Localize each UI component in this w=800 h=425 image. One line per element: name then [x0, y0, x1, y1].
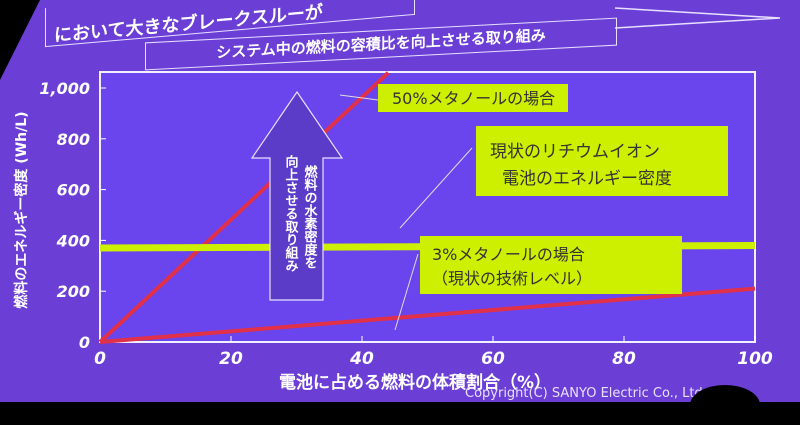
x-axis-label: 電池に占める燃料の体積割合（%） [279, 372, 551, 393]
callout-text: 3%メタノールの場合 [432, 245, 585, 264]
y-tick-label: 1,000 [39, 79, 90, 98]
audience-head [690, 385, 760, 402]
y-tick-label: 800 [57, 130, 90, 149]
banner-arrow-head [614, 7, 781, 29]
callout-text: 50%メタノールの場合 [392, 89, 555, 108]
vertical-arrow-text-1: 燃料の水素密度を [302, 164, 319, 269]
callout-line [399, 147, 473, 229]
callout-50-methanol [378, 84, 568, 112]
x-tick-label: 40 [349, 349, 374, 369]
x-tick-label: 0 [94, 349, 106, 369]
y-tick-label: 0 [79, 333, 90, 352]
callout-text: 現状のリチウムイオン [490, 142, 660, 162]
x-tick-label: 60 [481, 349, 505, 369]
vertical-arrow-text-2: 向上させる取り組み [283, 154, 299, 272]
y-tick-label: 200 [57, 282, 90, 301]
y-axis-label: 燃料のエネルギー密度 (Wh/L) [13, 111, 30, 308]
callout-3-methanol [420, 236, 682, 294]
callout-line [394, 253, 419, 331]
callout-text: 電池のエネルギー密度 [502, 169, 672, 189]
callout-line [339, 94, 379, 101]
series-line-0 [98, 71, 390, 344]
chart: 0 200 400 600 800 1,000 0 20 40 60 80 100 電池に占める燃料の… [13, 7, 781, 393]
y-tick-label: 400 [56, 231, 90, 250]
y-tick-label: 600 [57, 181, 90, 200]
x-tick-label: 100 [737, 349, 773, 369]
x-tick-label: 20 [219, 349, 243, 369]
x-tick-label: 80 [612, 349, 636, 369]
callout-text: （現状の技術レベル） [432, 269, 592, 288]
callout-li-ion [476, 126, 728, 196]
vertical-arrow [250, 90, 344, 301]
series-line-2 [99, 286, 756, 344]
slide: において大きなブレークスルーが システム中の燃料の容積比を向上させる取り組み 0… [0, 0, 800, 402]
copyright: Copyright(C) SANYO Electric Co., Ltd. 20 [465, 386, 728, 401]
plot-area [99, 71, 756, 343]
